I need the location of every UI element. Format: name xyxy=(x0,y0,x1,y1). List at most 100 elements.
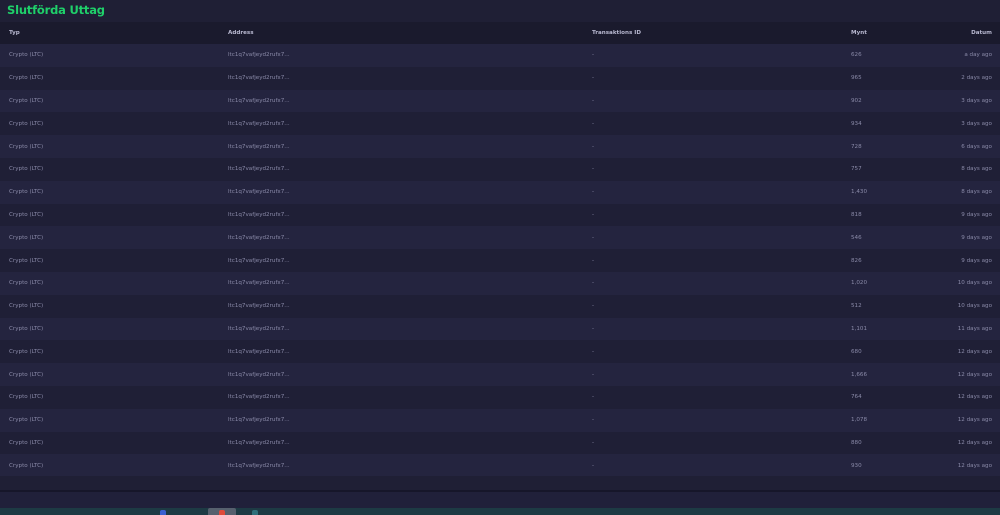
table-row: Crypto (LTC) ltc1q7vafjeyd2rufx7... - 902 3 … xyxy=(0,89,1000,113)
cell-address: ltc1q7vafjeyd2rufx7... xyxy=(228,52,290,59)
cell-address: ltc1q7vafjeyd2rufx7... xyxy=(228,462,290,469)
taskbar-app-icon[interactable] xyxy=(160,510,166,515)
cell-type: Crypto (LTC) xyxy=(9,97,44,104)
cell-address: ltc1q7vafjeyd2rufx7... xyxy=(228,97,290,104)
cell-date: 10 days ago xyxy=(957,303,992,310)
table-row: Crypto (LTC) ltc1q7vafjeyd2rufx7... - 1,666… xyxy=(0,363,1000,386)
column-header-date: Datum xyxy=(971,30,992,36)
cell-date: 9 days ago xyxy=(961,211,992,218)
cell-txid: - xyxy=(592,257,595,264)
table-row: Crypto (LTC) ltc1q7vafjeyd2rufx7... - 728 6 … xyxy=(0,135,1000,158)
cell-amount: 1,078 xyxy=(851,417,868,424)
cell-address: ltc1q7vafjeyd2rufx7... xyxy=(228,257,290,264)
cell-date: 11 days ago xyxy=(957,325,992,332)
cell-type: Crypto (LTC) xyxy=(9,143,44,150)
cell-amount: 1,430 xyxy=(851,189,868,196)
cell-address: ltc1q7vafjeyd2rufx7... xyxy=(228,348,290,355)
cell-type: Crypto (LTC) xyxy=(9,394,44,401)
cell-txid: - xyxy=(592,348,595,355)
cell-address: ltc1q7vafjeyd2rufx7... xyxy=(228,211,290,218)
table-row: Crypto (LTC) ltc1q7vafjeyd2rufx7... - 1,101… xyxy=(0,317,1000,341)
table-footer xyxy=(0,476,1000,490)
cell-amount: 757 xyxy=(851,166,862,173)
taskbar-app-icon[interactable] xyxy=(252,510,258,515)
cell-amount: 764 xyxy=(851,394,862,401)
cell-txid: - xyxy=(592,325,595,332)
cell-type: Crypto (LTC) xyxy=(9,257,44,264)
cell-address: ltc1q7vafjeyd2rufx7... xyxy=(228,143,290,150)
cell-date: 12 days ago xyxy=(957,439,992,446)
cell-txid: - xyxy=(592,280,595,287)
cell-date: 8 days ago xyxy=(961,189,992,196)
cell-date: 10 days ago xyxy=(957,280,992,287)
cell-address: ltc1q7vafjeyd2rufx7... xyxy=(228,417,290,424)
cell-date: a day ago xyxy=(964,52,992,59)
cell-txid: - xyxy=(592,189,595,196)
cell-txid: - xyxy=(592,234,595,241)
cell-address: ltc1q7vafjeyd2rufx7... xyxy=(228,120,290,127)
cell-amount: 1,101 xyxy=(851,325,868,332)
cell-address: ltc1q7vafjeyd2rufx7... xyxy=(228,189,290,196)
cell-txid: - xyxy=(592,97,595,104)
cell-amount: 680 xyxy=(851,348,862,355)
cell-txid: - xyxy=(592,371,595,378)
cell-type: Crypto (LTC) xyxy=(9,303,44,310)
column-header-type: Typ xyxy=(9,30,20,36)
cell-type: Crypto (LTC) xyxy=(9,462,44,469)
cell-type: Crypto (LTC) xyxy=(9,417,44,424)
table-row: Crypto (LTC) ltc1q7vafjeyd2rufx7... - 546 9 … xyxy=(0,226,1000,250)
cell-date: 2 days ago xyxy=(961,75,992,82)
cell-date: 12 days ago xyxy=(957,371,992,378)
cell-amount: 934 xyxy=(851,120,862,127)
cell-date: 9 days ago xyxy=(961,257,992,264)
cell-txid: - xyxy=(592,394,595,401)
cell-txid: - xyxy=(592,52,595,59)
cell-txid: - xyxy=(592,303,595,310)
cell-txid: - xyxy=(592,417,595,424)
cell-txid: - xyxy=(592,211,595,218)
cell-type: Crypto (LTC) xyxy=(9,75,44,82)
cell-amount: 965 xyxy=(851,75,862,82)
cell-address: ltc1q7vafjeyd2rufx7... xyxy=(228,234,290,241)
table-row: Crypto (LTC) ltc1q7vafjeyd2rufx7... - 1,020… xyxy=(0,271,1000,295)
cell-type: Crypto (LTC) xyxy=(9,325,44,332)
cell-amount: 728 xyxy=(851,143,862,150)
cell-type: Crypto (LTC) xyxy=(9,280,44,287)
table-row: Crypto (LTC) ltc1q7vafjeyd2rufx7... - 757 8 … xyxy=(0,157,1000,181)
cell-date: 12 days ago xyxy=(957,348,992,355)
cell-address: ltc1q7vafjeyd2rufx7... xyxy=(228,439,290,446)
cell-txid: - xyxy=(592,439,595,446)
table-row: Crypto (LTC) ltc1q7vafjeyd2rufx7... - 965 2 … xyxy=(0,66,1000,90)
cell-amount: 818 xyxy=(851,211,862,218)
table-header: Typ Address Transaktions ID Mynt Datum xyxy=(0,22,1000,44)
page-title: Slutförda Uttag xyxy=(7,3,105,17)
cell-txid: - xyxy=(592,120,595,127)
table-row: Crypto (LTC) ltc1q7vafjeyd2rufx7... - 930 12… xyxy=(0,454,1000,478)
bottom-panel xyxy=(0,492,1000,508)
withdrawals-table: Typ Address Transaktions ID Mynt Datum C… xyxy=(0,22,1000,478)
table-row: Crypto (LTC) ltc1q7vafjeyd2rufx7... - 680 12… xyxy=(0,340,1000,364)
cell-txid: - xyxy=(592,75,595,82)
cell-address: ltc1q7vafjeyd2rufx7... xyxy=(228,280,290,287)
cell-type: Crypto (LTC) xyxy=(9,120,44,127)
table-row: Crypto (LTC) ltc1q7vafjeyd2rufx7... - 512 10… xyxy=(0,294,1000,318)
cell-type: Crypto (LTC) xyxy=(9,52,44,59)
cell-date: 12 days ago xyxy=(957,462,992,469)
browser-icon[interactable] xyxy=(219,510,225,515)
cell-amount: 826 xyxy=(851,257,862,264)
cell-type: Crypto (LTC) xyxy=(9,211,44,218)
cell-type: Crypto (LTC) xyxy=(9,189,44,196)
cell-date: 6 days ago xyxy=(961,143,992,150)
cell-amount: 546 xyxy=(851,234,862,241)
table-row: Crypto (LTC) ltc1q7vafjeyd2rufx7... - 1,430… xyxy=(0,180,1000,204)
table-row: Crypto (LTC) ltc1q7vafjeyd2rufx7... - 934 3 … xyxy=(0,112,1000,136)
cell-amount: 880 xyxy=(851,439,862,446)
cell-date: 9 days ago xyxy=(961,234,992,241)
cell-type: Crypto (LTC) xyxy=(9,348,44,355)
column-header-txid: Transaktions ID xyxy=(592,30,641,36)
cell-type: Crypto (LTC) xyxy=(9,439,44,446)
cell-amount: 902 xyxy=(851,97,862,104)
cell-type: Crypto (LTC) xyxy=(9,166,44,173)
column-header-amount: Mynt xyxy=(851,30,867,36)
table-row: Crypto (LTC) ltc1q7vafjeyd2rufx7... - 626 a … xyxy=(0,44,1000,67)
